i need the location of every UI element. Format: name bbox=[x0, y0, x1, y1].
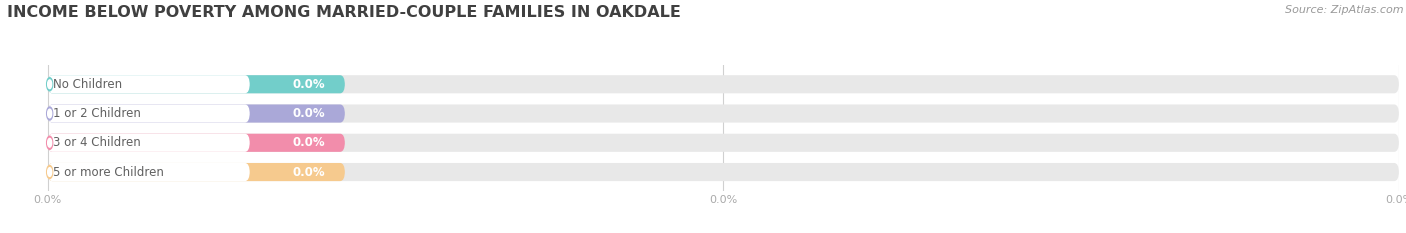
Text: No Children: No Children bbox=[53, 78, 122, 91]
Circle shape bbox=[46, 136, 52, 149]
FancyBboxPatch shape bbox=[48, 75, 250, 93]
Text: 5 or more Children: 5 or more Children bbox=[53, 165, 165, 178]
Circle shape bbox=[48, 138, 52, 147]
FancyBboxPatch shape bbox=[48, 163, 250, 181]
Circle shape bbox=[48, 80, 52, 89]
FancyBboxPatch shape bbox=[48, 75, 344, 93]
Circle shape bbox=[46, 165, 52, 178]
FancyBboxPatch shape bbox=[48, 134, 1399, 152]
Text: 0.0%: 0.0% bbox=[292, 136, 326, 149]
Text: INCOME BELOW POVERTY AMONG MARRIED-COUPLE FAMILIES IN OAKDALE: INCOME BELOW POVERTY AMONG MARRIED-COUPL… bbox=[7, 5, 681, 20]
Circle shape bbox=[46, 107, 52, 120]
Circle shape bbox=[48, 109, 52, 118]
Text: 1 or 2 Children: 1 or 2 Children bbox=[53, 107, 141, 120]
FancyBboxPatch shape bbox=[48, 75, 1399, 93]
FancyBboxPatch shape bbox=[48, 163, 1399, 181]
FancyBboxPatch shape bbox=[48, 134, 250, 152]
FancyBboxPatch shape bbox=[48, 104, 1399, 123]
Circle shape bbox=[46, 78, 52, 91]
Text: 3 or 4 Children: 3 or 4 Children bbox=[53, 136, 141, 149]
Text: 0.0%: 0.0% bbox=[292, 165, 326, 178]
Text: Source: ZipAtlas.com: Source: ZipAtlas.com bbox=[1285, 5, 1403, 15]
Circle shape bbox=[48, 168, 52, 176]
Text: 0.0%: 0.0% bbox=[292, 107, 326, 120]
FancyBboxPatch shape bbox=[48, 104, 250, 123]
FancyBboxPatch shape bbox=[48, 104, 344, 123]
Text: 0.0%: 0.0% bbox=[292, 78, 326, 91]
FancyBboxPatch shape bbox=[48, 163, 344, 181]
FancyBboxPatch shape bbox=[48, 134, 344, 152]
